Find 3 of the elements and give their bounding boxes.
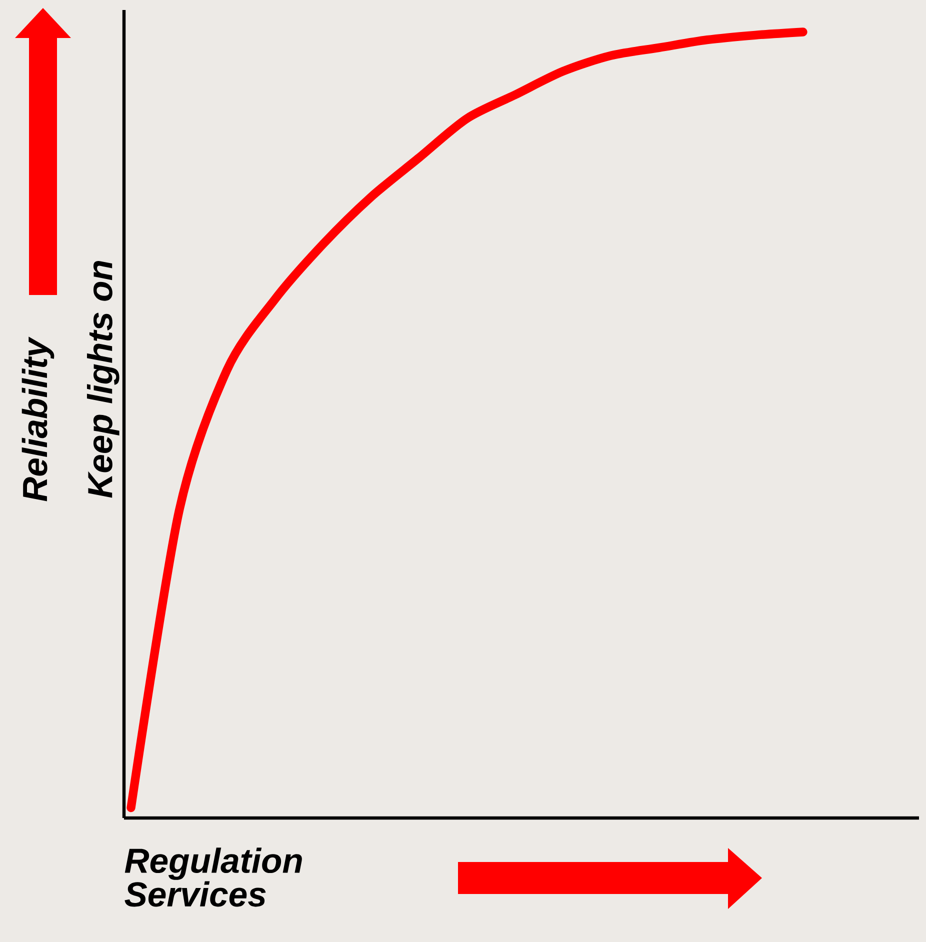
y-axis-title: Keep lights on: [86, 260, 120, 498]
x-axis-title: Regulation Services: [124, 848, 302, 907]
text: Reliability: [22, 336, 54, 502]
